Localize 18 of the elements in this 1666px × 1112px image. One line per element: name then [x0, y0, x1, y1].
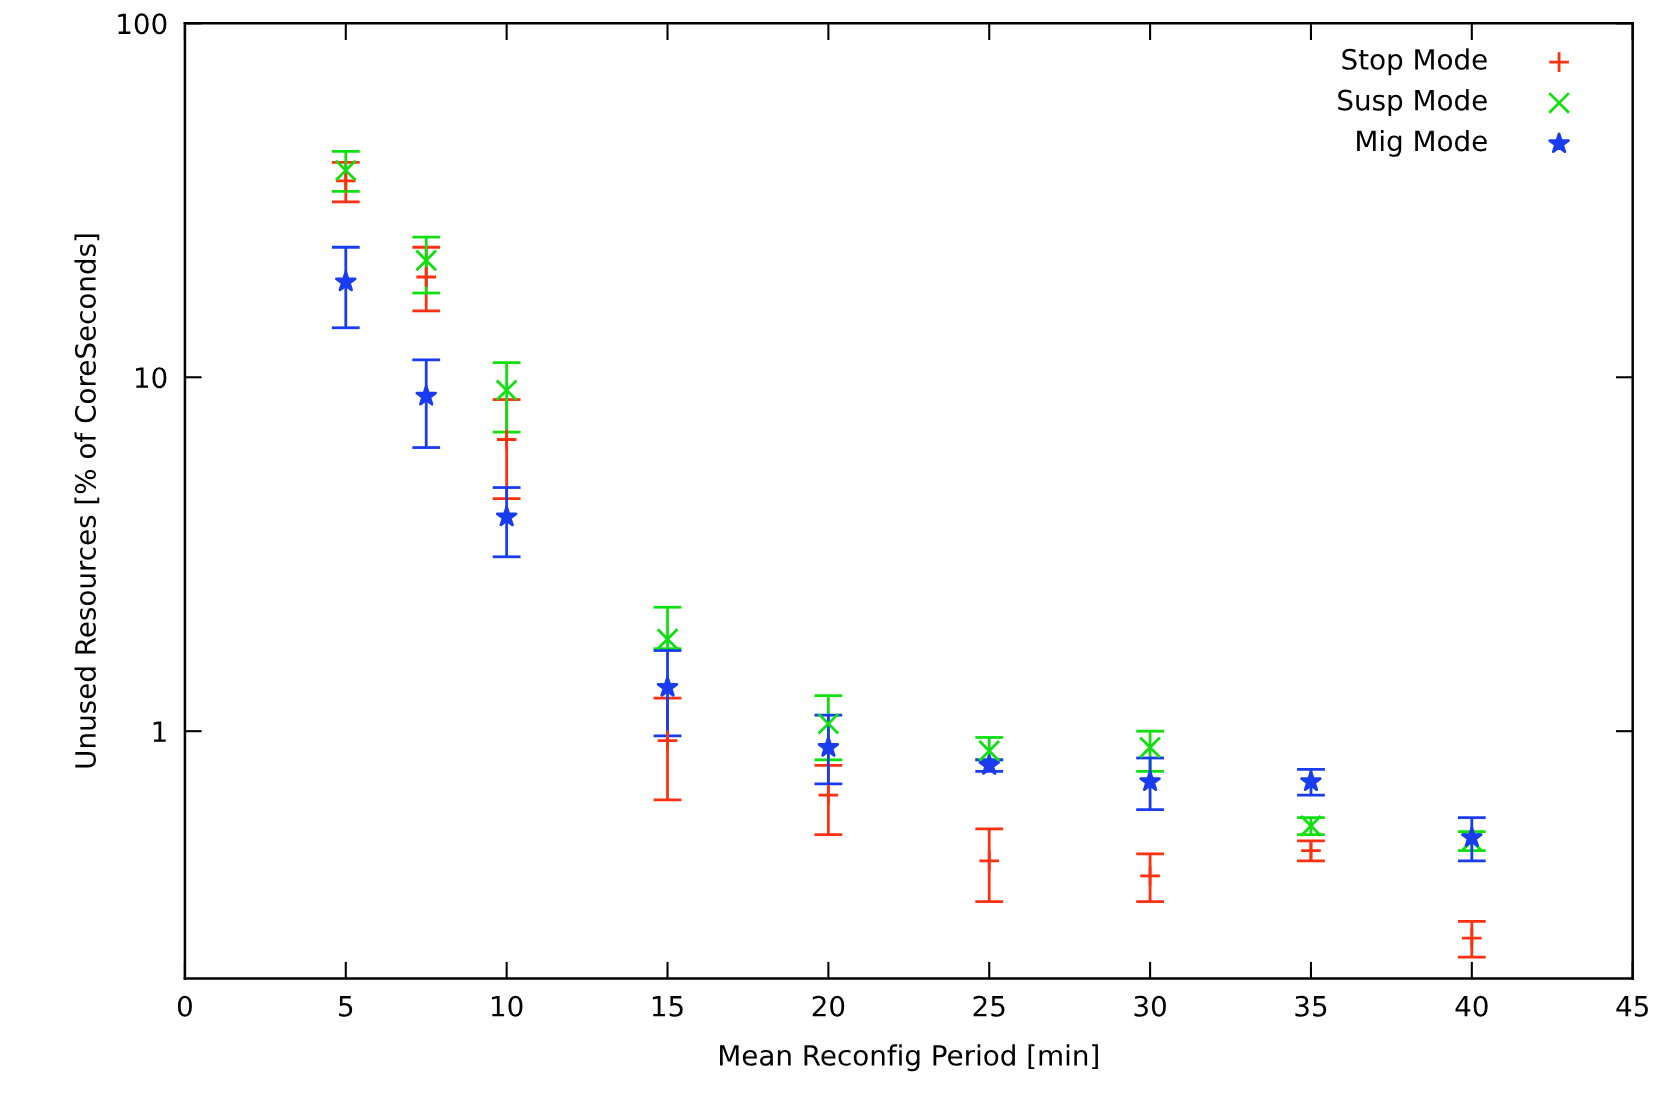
- x-tick-label: 40: [1455, 995, 1488, 1017]
- x-tick-label: 20: [812, 995, 845, 1017]
- legend-label: Mig Mode: [1357, 129, 1487, 157]
- y-tick-label: 100: [118, 13, 167, 35]
- x-tick-label: 15: [652, 996, 683, 1017]
- legend-label: Susp Mode: [1338, 89, 1487, 117]
- y-tick-label: 10: [135, 367, 167, 389]
- y-tick-label: 1: [153, 721, 166, 742]
- x-tick-label: 35: [1295, 995, 1327, 1017]
- x-tick-label: 0: [177, 995, 192, 1017]
- x-tick-label: 45: [1616, 996, 1648, 1017]
- x-tick-label: 25: [973, 995, 1005, 1017]
- x-tick-label: 10: [492, 995, 523, 1017]
- legend-label: Stop Mode: [1342, 48, 1487, 76]
- x-axis-title: Mean Reconfig Period [min]: [720, 1044, 1098, 1072]
- y-axis-title: Unused Resources [% of CoreSeconds]: [74, 234, 100, 768]
- x-tick-label: 5: [339, 996, 353, 1017]
- x-tick-label: 30: [1134, 995, 1166, 1017]
